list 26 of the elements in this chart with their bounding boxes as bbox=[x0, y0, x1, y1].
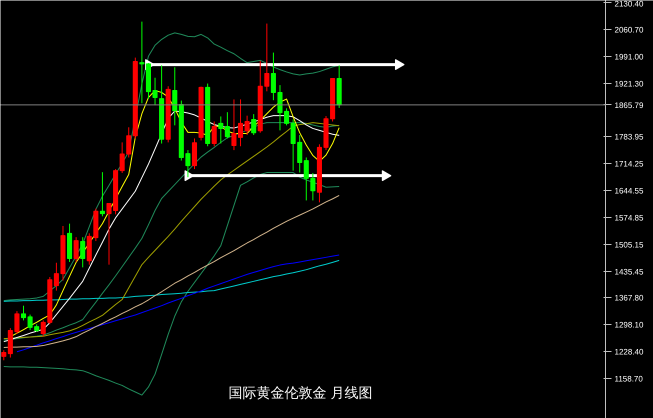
candlestick bbox=[192, 138, 198, 170]
text: 国际黄金伦敦金 月线图 bbox=[228, 384, 372, 400]
candlestick bbox=[80, 236, 86, 268]
y-tick-label: 1921.30 bbox=[614, 79, 644, 88]
candlestick bbox=[100, 172, 105, 217]
y-tick-label: 1644.55 bbox=[614, 186, 644, 196]
y-tick-label: 2060.70 bbox=[614, 25, 644, 34]
candlestick bbox=[251, 114, 256, 136]
y-tick-label: 1435.45 bbox=[614, 267, 644, 276]
y-tick-label: 1228.40 bbox=[614, 348, 644, 357]
y-tick-label: 1367.80 bbox=[614, 294, 644, 303]
y-tick-label: 1991.00 bbox=[614, 52, 644, 62]
line-series bbox=[3, 260, 340, 302]
y-tick-label: 1783.95 bbox=[614, 132, 644, 142]
y-tick-label: 1714.25 bbox=[614, 160, 644, 169]
candlestick bbox=[212, 120, 217, 147]
y-tick-label: 1574.85 bbox=[614, 214, 644, 223]
line-series bbox=[16, 254, 340, 352]
y-tick-label: 1298.10 bbox=[614, 320, 644, 330]
y-tick-label: 1158.70 bbox=[614, 374, 644, 384]
line-series bbox=[3, 32, 340, 302]
candlestick bbox=[74, 236, 79, 262]
ref-line-label: 1865.79 bbox=[614, 100, 644, 110]
line-series bbox=[3, 194, 340, 348]
y-tick-label: 2130.40 bbox=[614, 0, 644, 8]
y-tick-label: 1505.15 bbox=[614, 240, 644, 250]
